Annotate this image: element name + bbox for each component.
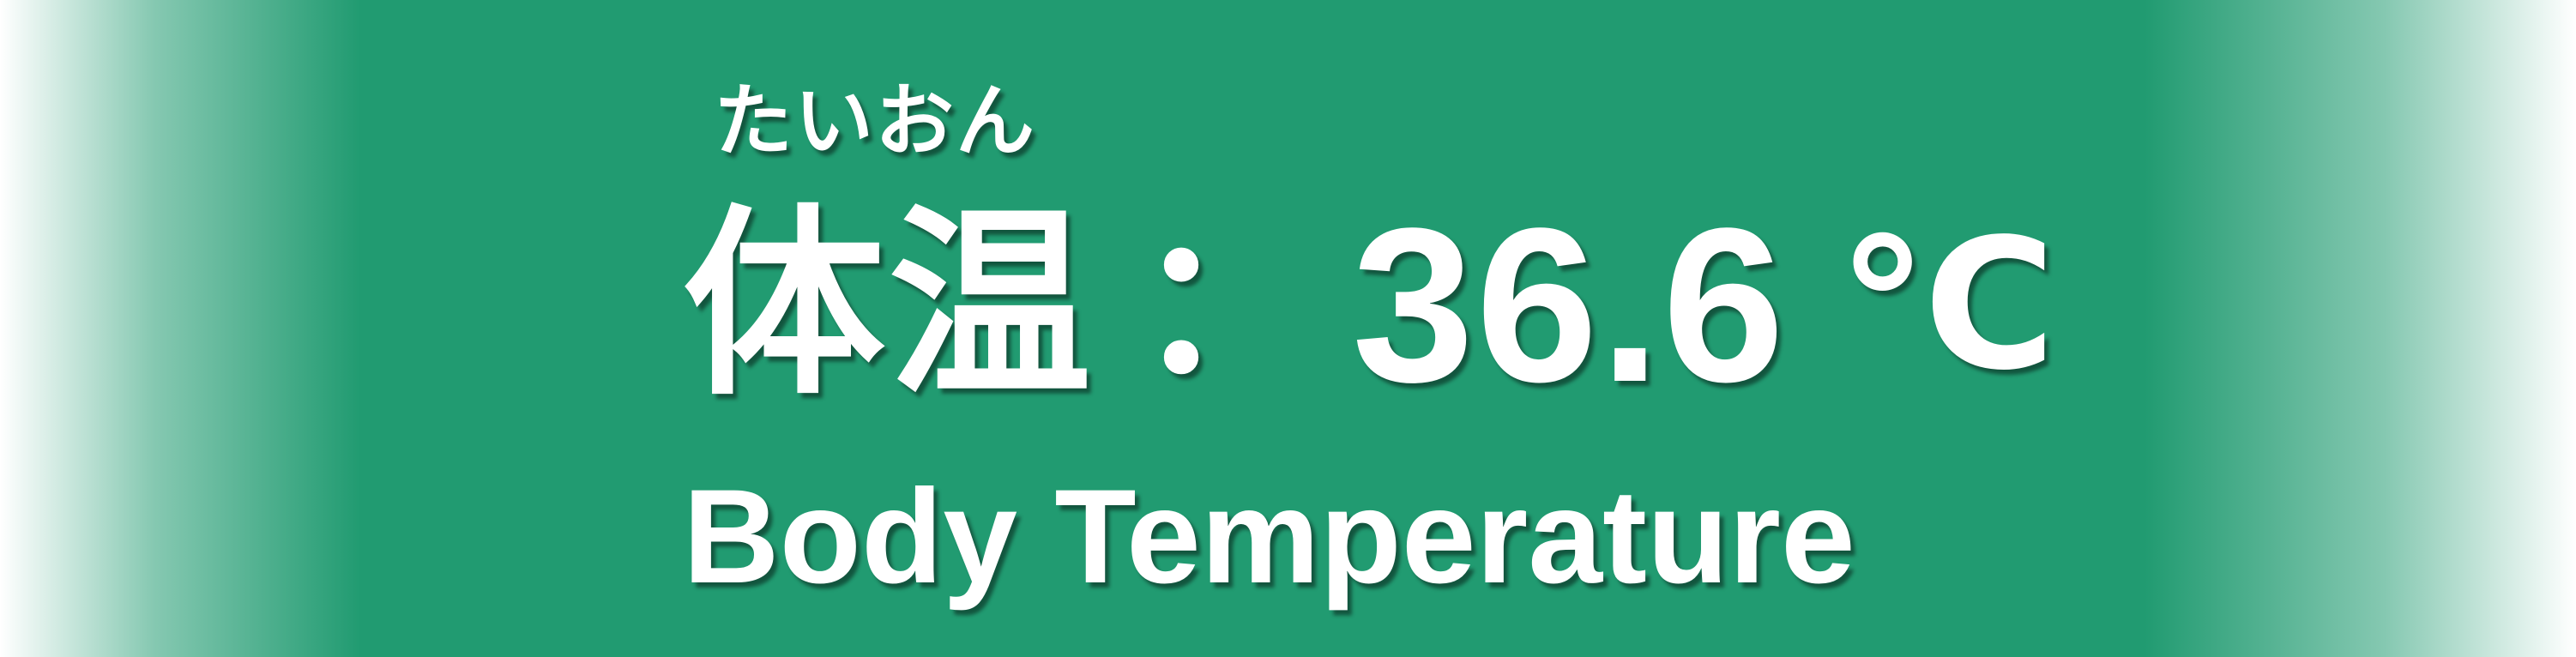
label-japanese: 体温	[683, 187, 1095, 423]
celsius-unit: ℃	[1837, 200, 2056, 410]
temperature-line: 体温 ： 36.6 ℃	[683, 187, 2056, 423]
label-separator: ：	[1134, 196, 1324, 415]
label-english: Body Temperature	[683, 462, 1855, 612]
furigana-reading: たいおん	[714, 75, 1037, 167]
temperature-value: 36.6	[1352, 183, 1787, 428]
